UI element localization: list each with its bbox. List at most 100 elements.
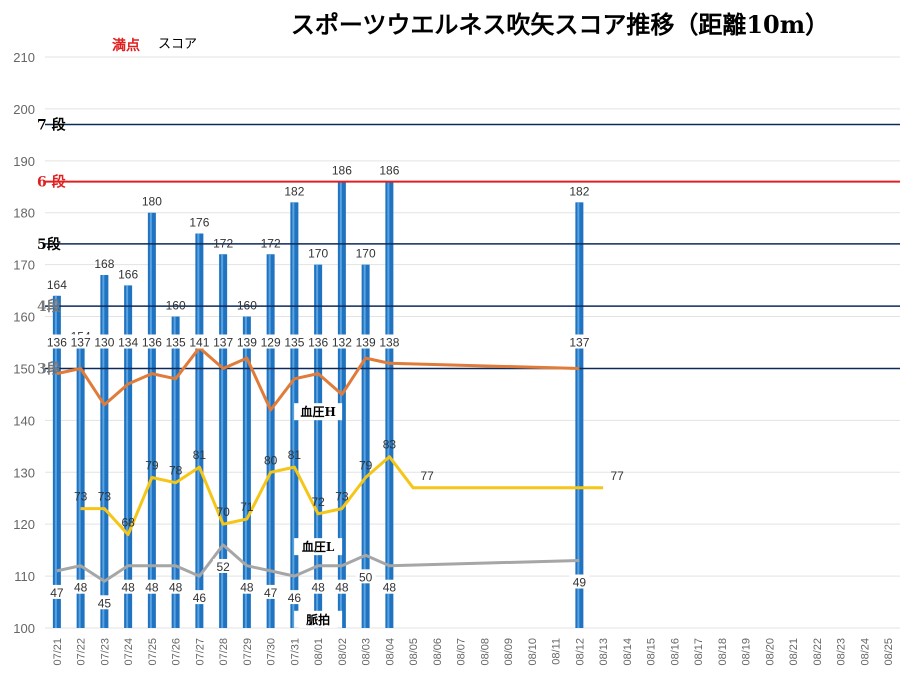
score-label: 176 — [189, 215, 209, 229]
legend-max-label: 満点 — [112, 37, 140, 54]
level-label: 6 段 — [37, 174, 66, 191]
x-tick-label: 07/23 — [99, 638, 111, 666]
x-tick-label: 07/27 — [194, 638, 206, 666]
x-tick-label: 08/18 — [717, 638, 729, 666]
pulse-label-bg — [236, 579, 257, 594]
pulse-label-bg — [70, 579, 91, 594]
bp-high-label-bg — [234, 334, 259, 349]
bp-low-label: 77 — [610, 469, 624, 483]
pulse-label: 46 — [288, 591, 302, 605]
y-tick-label: 150 — [13, 361, 35, 376]
x-tick-label: 07/26 — [171, 638, 183, 666]
legend-score-label: スコア — [158, 37, 197, 52]
pulse-label-bg — [46, 584, 67, 599]
pulse-label: 46 — [193, 591, 207, 605]
chart-title: スポーツウエルネス吹矢スコア推移（距離10m） — [291, 10, 829, 39]
y-tick-label: 180 — [13, 206, 35, 221]
score-bar-highlight — [316, 264, 319, 628]
score-bar-highlight — [221, 254, 224, 628]
score-bar-highlight — [387, 181, 390, 628]
bp-high-label-bg — [567, 334, 592, 349]
pulse-label: 48 — [169, 581, 183, 595]
score-label: 170 — [356, 247, 376, 261]
pulse-label: 45 — [98, 596, 112, 610]
x-tick-label: 08/17 — [693, 638, 705, 666]
pulse-label: 48 — [121, 581, 135, 595]
bp-high-label: 134 — [118, 336, 138, 350]
bp-high-label: 136 — [308, 336, 328, 350]
bp-low-label: 81 — [288, 448, 302, 462]
score-bar-highlight — [292, 202, 295, 628]
score-label: 166 — [118, 267, 138, 281]
score-bar-highlight — [363, 264, 366, 628]
bp-high-label-bg — [211, 334, 236, 349]
pulse-label: 48 — [311, 581, 325, 595]
pulse-label-bg — [379, 579, 400, 594]
level-label: 7 段 — [37, 116, 66, 133]
series-label: 脈拍 — [306, 612, 330, 627]
y-tick-label: 190 — [13, 154, 35, 169]
bp-high-label-bg — [116, 334, 141, 349]
x-tick-label: 08/22 — [812, 638, 824, 666]
x-tick-label: 08/11 — [551, 638, 563, 665]
level-label: 3段 — [37, 360, 61, 377]
pulse-label: 48 — [74, 581, 88, 595]
score-label: 180 — [142, 195, 162, 209]
pulse-line — [56, 543, 580, 583]
y-axis: 100 110 120 130 140 150 160 170 180 190 200 210 — [13, 50, 35, 636]
pulse-label-bg — [94, 595, 115, 610]
x-tick-label: 08/15 — [646, 638, 658, 666]
bp-high-label-bg — [329, 334, 354, 349]
y-tick-label: 200 — [13, 102, 35, 117]
bp-high-label: 136 — [47, 336, 67, 350]
series-lines — [56, 346, 604, 583]
bp-low-label: 81 — [193, 448, 207, 462]
x-tick-label: 08/05 — [408, 638, 420, 666]
bp-high-label: 136 — [142, 336, 162, 350]
x-tick-label: 08/10 — [527, 638, 539, 666]
x-tick-label: 08/03 — [361, 638, 373, 666]
pulse-label: 47 — [50, 586, 64, 600]
bp-low-line — [80, 455, 604, 537]
bp-high-label: 132 — [332, 336, 352, 350]
bp-high-label-bg — [353, 334, 378, 349]
x-tick-label: 07/28 — [218, 638, 230, 666]
bp-high-label-bg — [139, 334, 164, 349]
score-label: 172 — [213, 236, 233, 250]
score-label: 186 — [332, 164, 352, 178]
bp-high-label: 129 — [261, 336, 281, 350]
series-label-bg — [294, 610, 343, 628]
bp-high-label-bg — [44, 334, 69, 349]
bp-low-label: 72 — [311, 495, 325, 509]
y-tick-label: 130 — [13, 465, 35, 480]
x-tick-label: 08/01 — [313, 638, 325, 666]
pulse-label: 49 — [573, 576, 587, 590]
score-bar-highlight — [102, 275, 105, 628]
y-tick-label: 100 — [13, 621, 35, 636]
bp-high-label: 135 — [284, 336, 304, 350]
x-tick-label: 08/07 — [456, 638, 468, 666]
pulse-label-bg — [213, 558, 234, 573]
score-label: 182 — [569, 184, 589, 198]
x-tick-label: 08/21 — [788, 638, 800, 666]
score-label: 164 — [47, 278, 67, 292]
pulse-label: 48 — [145, 581, 159, 595]
pulse-label-bg — [355, 569, 376, 584]
bp-low-label: 83 — [383, 438, 397, 452]
pulse-label-bg — [284, 590, 305, 605]
bp-high-label: 137 — [569, 336, 589, 350]
pulse-label: 52 — [216, 560, 230, 574]
score-bar-highlight — [577, 202, 580, 628]
x-tick-label: 08/12 — [574, 638, 586, 666]
score-bar-highlight — [173, 316, 176, 628]
x-tick-label: 07/25 — [147, 638, 159, 666]
data-labels: 1641541681661801601761721601721821701861… — [44, 164, 624, 610]
x-tick-label: 08/24 — [859, 638, 871, 666]
score-label: 172 — [261, 236, 281, 250]
bp-high-label: 139 — [356, 336, 376, 350]
x-tick-label: 08/14 — [622, 638, 634, 666]
x-tick-label: 07/31 — [289, 638, 301, 666]
y-tick-label: 210 — [13, 50, 35, 65]
x-tick-label: 08/23 — [836, 638, 848, 666]
y-tick-label: 170 — [13, 258, 35, 273]
